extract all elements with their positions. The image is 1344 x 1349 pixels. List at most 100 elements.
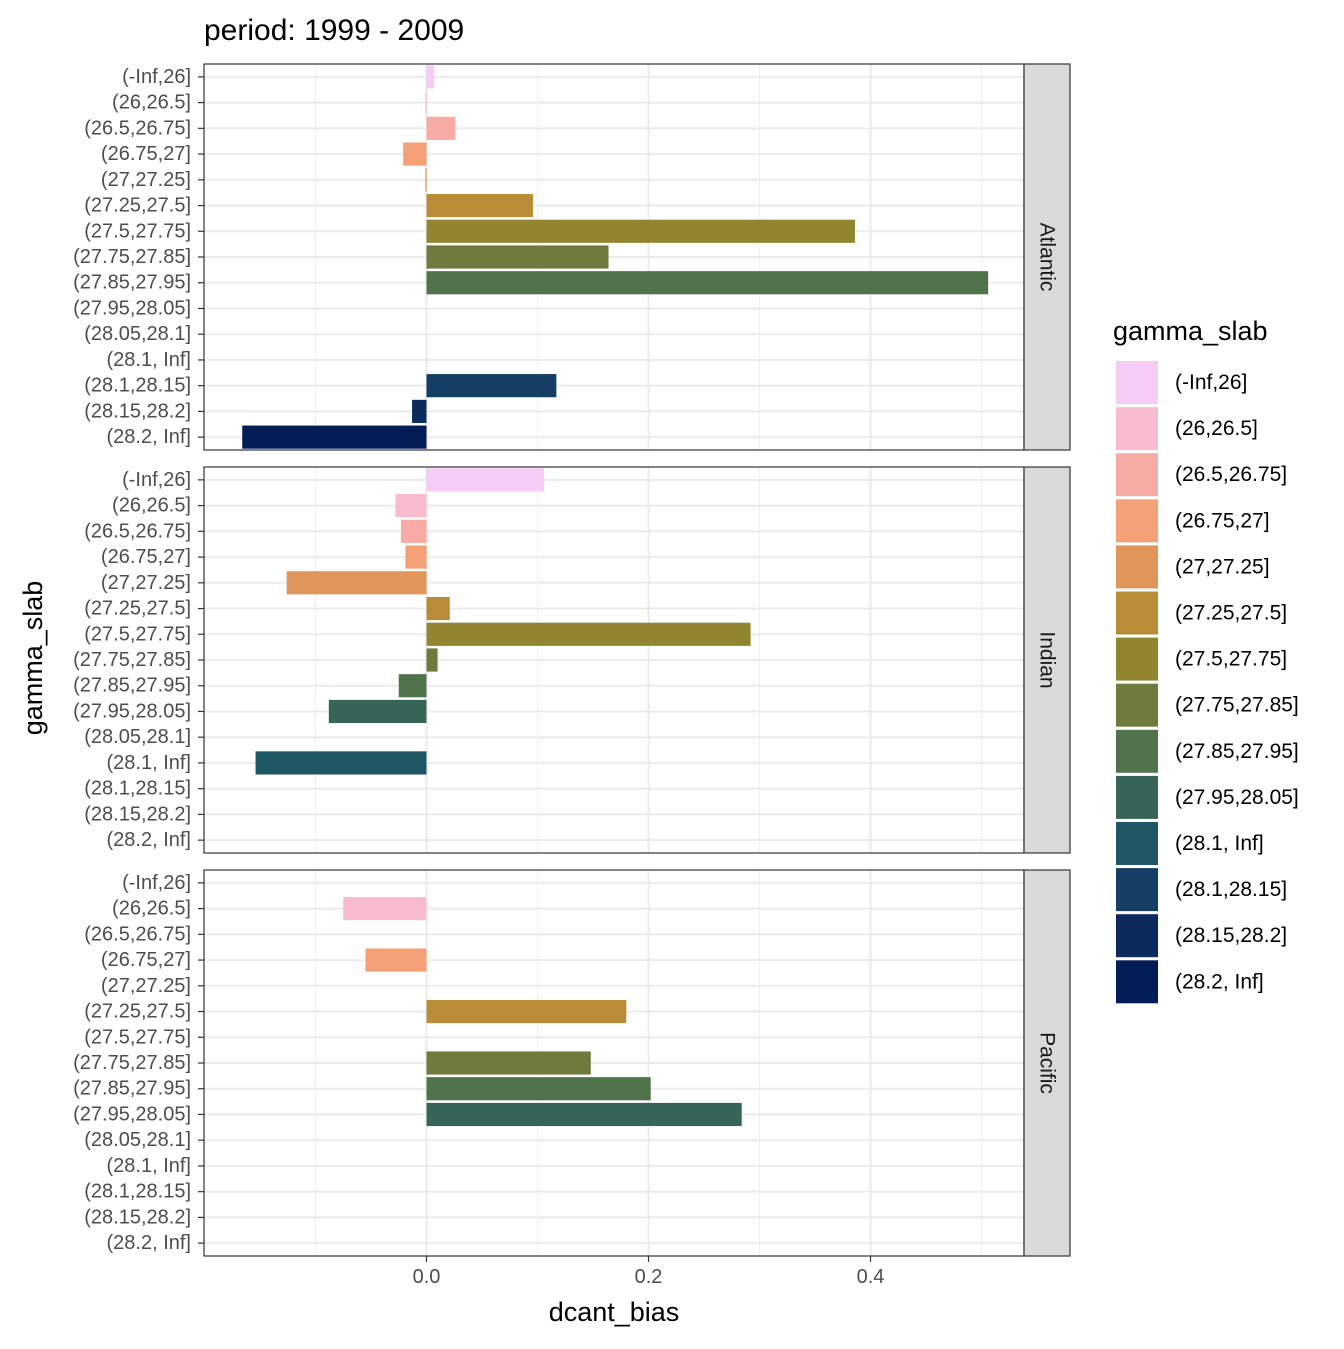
legend-swatch bbox=[1116, 729, 1158, 773]
y-tick-label: (28.1, Inf] bbox=[107, 1155, 192, 1177]
legend-swatch bbox=[1116, 545, 1158, 589]
panel-pacific: Pacific (-Inf,26] (26,26.5] (26.5,26.75] (26… bbox=[73, 869, 1071, 1257]
y-tick-label: (27.85,27.95] bbox=[73, 1078, 191, 1100]
y-tick-label: (27.85,27.95] bbox=[73, 675, 191, 697]
y-tick-label: (-Inf,26] bbox=[122, 469, 191, 491]
bar-atlantic bbox=[426, 193, 534, 218]
facet-strip-label: Pacific bbox=[1036, 1032, 1059, 1094]
y-tick-label: (28.15,28.2] bbox=[84, 803, 191, 825]
bar-pacific bbox=[426, 999, 627, 1024]
y-tick-label: (28.05,28.1] bbox=[84, 323, 191, 345]
y-tick-label: (27.95,28.05] bbox=[73, 1103, 191, 1125]
legend-swatch bbox=[1116, 591, 1158, 635]
y-tick-label: (-Inf,26] bbox=[122, 66, 191, 88]
bar-atlantic bbox=[426, 245, 609, 269]
bar-indian bbox=[426, 648, 438, 672]
y-tick-label: (28.2, Inf] bbox=[107, 829, 192, 851]
legend-label: (27.85,27.95] bbox=[1175, 740, 1299, 763]
y-tick-label: (26,26.5] bbox=[112, 898, 191, 920]
bar-indian bbox=[400, 519, 427, 543]
bar-indian bbox=[286, 571, 427, 595]
bar-indian bbox=[398, 674, 427, 698]
y-tick-label: (-Inf,26] bbox=[122, 872, 191, 894]
legend-swatch bbox=[1116, 453, 1158, 497]
y-tick-label: (26.5,26.75] bbox=[84, 923, 191, 945]
y-tick-label: (28.05,28.1] bbox=[84, 726, 191, 748]
bar-atlantic bbox=[425, 91, 427, 115]
y-tick-label: (26,26.5] bbox=[112, 495, 191, 517]
facet-strip bbox=[1023, 869, 1071, 1257]
x-axis-title: dcant_bias bbox=[549, 1297, 680, 1327]
legend-title: gamma_slab bbox=[1113, 316, 1268, 346]
legend: gamma_slab (-Inf,26] (26,26.5] (26.5,26.75… bbox=[1113, 316, 1299, 1004]
bar-indian bbox=[405, 545, 427, 569]
legend-label: (26.5,26.75] bbox=[1175, 463, 1287, 486]
bar-indian bbox=[426, 622, 751, 646]
bar-indian bbox=[426, 596, 450, 621]
y-tick-label: (26.75,27] bbox=[101, 143, 191, 165]
y-tick-label: (28.15,28.2] bbox=[84, 1206, 191, 1228]
legend-label: (28.2, Inf] bbox=[1175, 970, 1264, 993]
chart-title: period: 1999 - 2009 bbox=[204, 14, 464, 47]
bar-pacific bbox=[365, 948, 427, 972]
legend-swatch bbox=[1116, 775, 1158, 819]
y-tick-label: (28.05,28.1] bbox=[84, 1129, 191, 1151]
legend-swatch bbox=[1116, 361, 1158, 404]
y-tick-label: (27,27.25] bbox=[101, 975, 191, 997]
x-tick-label: 0.4 bbox=[857, 1266, 885, 1288]
legend-swatch bbox=[1116, 960, 1158, 1004]
y-tick-label: (27.5,27.75] bbox=[84, 623, 191, 645]
legend-swatch bbox=[1116, 868, 1158, 912]
y-tick-label: (27.95,28.05] bbox=[73, 700, 191, 722]
bar-atlantic bbox=[425, 168, 427, 192]
bar-indian bbox=[395, 494, 427, 518]
legend-swatch bbox=[1116, 637, 1158, 681]
x-tick-label: 0.0 bbox=[413, 1266, 441, 1288]
y-tick-label: (27.25,27.5] bbox=[84, 1001, 191, 1023]
bar-atlantic bbox=[403, 142, 427, 166]
bar-atlantic bbox=[242, 425, 427, 449]
legend-label: (27,27.25] bbox=[1175, 555, 1270, 578]
facet-panels: Atlantic (-Inf,26] (26,26.5] (26.5,26.75] (2… bbox=[73, 63, 1071, 1257]
y-tick-label: (27.75,27.85] bbox=[73, 1052, 191, 1074]
legend-label: (28.15,28.2] bbox=[1175, 924, 1287, 947]
legend-label: (27.25,27.5] bbox=[1175, 602, 1287, 625]
bar-indian bbox=[426, 468, 545, 492]
y-tick-label: (27,27.25] bbox=[101, 572, 191, 594]
y-tick-label: (27.75,27.85] bbox=[73, 246, 191, 268]
bar-atlantic bbox=[426, 116, 456, 140]
y-tick-label: (26,26.5] bbox=[112, 92, 191, 114]
legend-swatch bbox=[1116, 822, 1158, 865]
y-tick-label: (28.2, Inf] bbox=[107, 426, 192, 448]
y-tick-label: (27.95,28.05] bbox=[73, 297, 191, 319]
y-tick-label: (27.85,27.95] bbox=[73, 272, 191, 294]
y-tick-label: (26.75,27] bbox=[101, 546, 191, 568]
y-tick-label: (28.1,28.15] bbox=[84, 375, 191, 397]
y-tick-label: (28.1, Inf] bbox=[107, 752, 192, 774]
facet-strip bbox=[1023, 63, 1071, 451]
legend-label: (28.1,28.15] bbox=[1175, 878, 1287, 901]
y-tick-label: (28.2, Inf] bbox=[107, 1232, 192, 1254]
bar-pacific bbox=[343, 897, 427, 921]
legend-label: (27.5,27.75] bbox=[1175, 648, 1287, 671]
legend-swatch bbox=[1116, 499, 1158, 543]
bar-atlantic bbox=[426, 65, 435, 89]
bar-pacific bbox=[426, 1051, 591, 1075]
legend-label: (27.75,27.85] bbox=[1175, 694, 1299, 717]
y-tick-label: (27.5,27.75] bbox=[84, 220, 191, 242]
y-axis-title: gamma_slab bbox=[18, 581, 48, 736]
facet-strip-label: Atlantic bbox=[1036, 223, 1059, 292]
legend-swatch bbox=[1116, 683, 1158, 727]
bar-pacific bbox=[426, 1077, 651, 1101]
legend-swatch bbox=[1116, 407, 1158, 451]
y-tick-label: (27.25,27.5] bbox=[84, 598, 191, 620]
y-tick-label: (28.1,28.15] bbox=[84, 778, 191, 800]
y-tick-label: (26.5,26.75] bbox=[84, 117, 191, 139]
bar-atlantic bbox=[426, 271, 989, 295]
facet-strip bbox=[1023, 466, 1071, 854]
y-tick-label: (26.5,26.75] bbox=[84, 520, 191, 542]
x-tick-label: 0.2 bbox=[635, 1266, 663, 1288]
bar-atlantic bbox=[426, 374, 557, 398]
bar-atlantic bbox=[412, 399, 427, 423]
